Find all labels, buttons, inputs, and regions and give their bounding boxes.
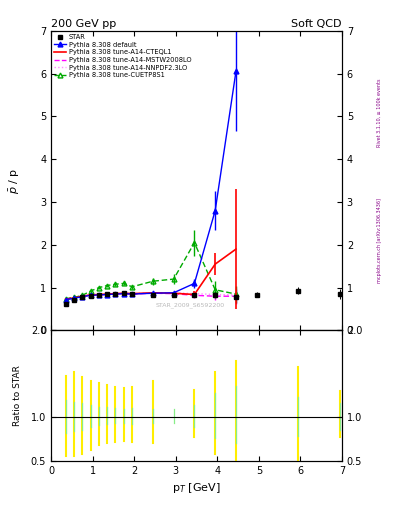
Y-axis label: Ratio to STAR: Ratio to STAR [13, 365, 22, 426]
Legend: STAR, Pythia 8.308 default, Pythia 8.308 tune-A14-CTEQL1, Pythia 8.308 tune-A14-: STAR, Pythia 8.308 default, Pythia 8.308… [53, 33, 193, 80]
X-axis label: p$_{T}$ [GeV]: p$_{T}$ [GeV] [172, 481, 221, 495]
Text: STAR_2009_S6592200: STAR_2009_S6592200 [156, 303, 225, 308]
Y-axis label: $\bar{p}$ / p: $\bar{p}$ / p [8, 167, 22, 194]
Text: mcplots.cern.ch [arXiv:1306.3436]: mcplots.cern.ch [arXiv:1306.3436] [377, 198, 382, 283]
Text: Rivet 3.1.10, ≥ 100k events: Rivet 3.1.10, ≥ 100k events [377, 78, 382, 147]
Text: Soft QCD: Soft QCD [292, 18, 342, 29]
Text: 200 GeV pp: 200 GeV pp [51, 18, 116, 29]
